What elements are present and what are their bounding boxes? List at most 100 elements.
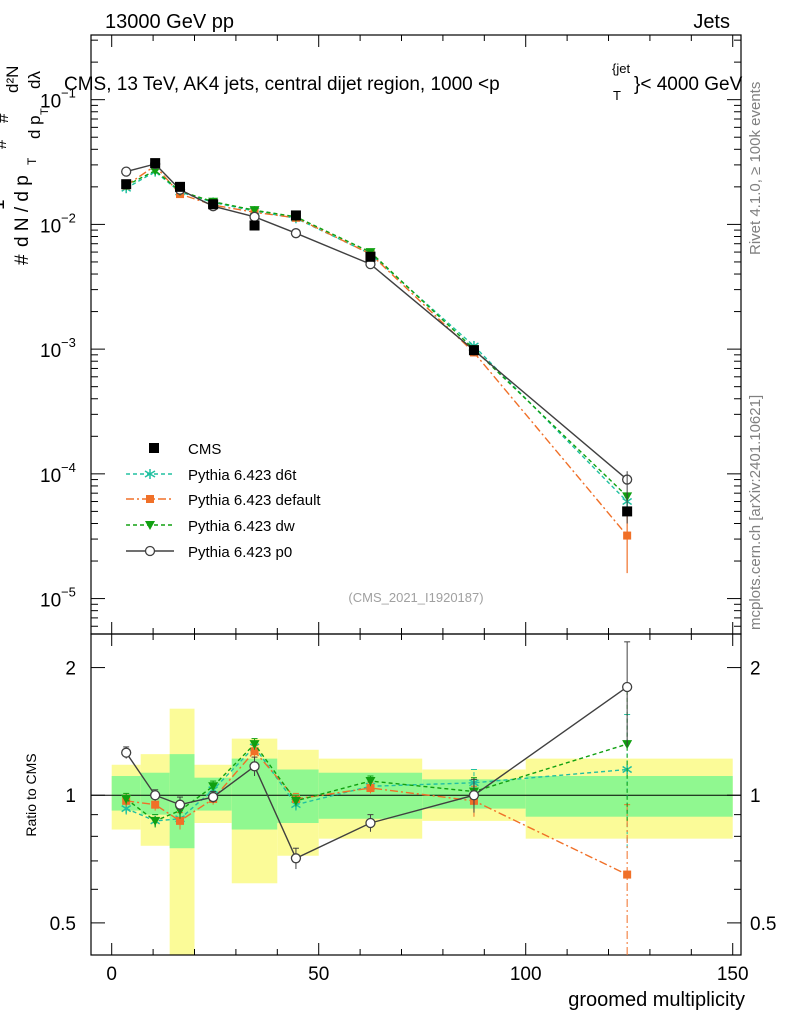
- cms-point: [622, 506, 633, 517]
- rivet-label: Rivet 4.1.0, ≥ 100k events: [747, 82, 764, 255]
- x-tick-label: 100: [510, 964, 542, 985]
- ratio-point-dw: [290, 796, 301, 806]
- legend-entry-cms: CMS: [149, 441, 221, 458]
- legend: CMS Pythia 6.423 d6t Pythia 6.423 defaul…: [126, 441, 321, 561]
- legend-entry-p0: Pythia 6.423 p0: [126, 544, 292, 561]
- main-ytick-label: 10: [40, 216, 61, 237]
- cms-point: [150, 158, 161, 169]
- ratio-point-p0: [121, 747, 132, 758]
- ratio-ylabel: Ratio to CMS: [23, 753, 39, 836]
- title-sub: T: [613, 88, 621, 103]
- main-ytick-label: 10: [40, 466, 61, 487]
- ratio-ytick-label-right: 1: [750, 786, 761, 807]
- ratio-point-dw: [208, 782, 219, 792]
- ratio-point-p0: [621, 681, 633, 693]
- main-ytick-label: 10: [40, 591, 61, 612]
- ratio-point-dw: [150, 816, 161, 826]
- x-tick-label: 150: [717, 964, 749, 985]
- ratio-point-p0: [249, 761, 260, 772]
- legend-entry-default: Pythia 6.423 default: [126, 492, 321, 509]
- cms-point: [121, 179, 132, 190]
- ylabel-dN-sub: T: [25, 157, 39, 165]
- title-sup: {jet: [612, 61, 630, 76]
- chart-title: CMS, 13 TeV, AK4 jets, central dijet reg…: [64, 61, 743, 103]
- legend-default-marker: [146, 495, 154, 503]
- main-ytick-label: 10: [40, 92, 61, 113]
- ratio-ytick-label: 0.5: [50, 914, 76, 935]
- ratio-point-default: [623, 870, 632, 879]
- cms-point: [175, 181, 186, 192]
- title-end: }< 4000 GeV: [634, 74, 743, 95]
- ratio-point-d6t-c: [121, 804, 132, 813]
- ylabel-num: d²N: [3, 66, 22, 93]
- main-point-p0: [290, 228, 302, 239]
- cms-point: [208, 199, 219, 210]
- ratio-point-dw: [121, 794, 132, 804]
- ratio-point-default: [151, 800, 160, 809]
- main-point-p0: [121, 166, 132, 177]
- analysis-watermark: (CMS_2021_I1920187): [348, 590, 483, 605]
- legend-d6t-label: Pythia 6.423 d6t: [188, 467, 297, 484]
- band-inner-8: [525, 776, 733, 817]
- ratio-point-dw: [365, 777, 376, 787]
- main-point-dw: [150, 166, 161, 176]
- cms-point: [290, 210, 301, 221]
- ylabel-dN: d N / d p: [12, 175, 33, 247]
- x-tick-label: 0: [106, 964, 117, 985]
- cms-point: [468, 345, 479, 356]
- ratio-point-default: [176, 816, 185, 825]
- legend-dw-label: Pythia 6.423 dw: [188, 518, 295, 535]
- header-right: Jets: [693, 11, 730, 33]
- legend-dw-marker: [145, 521, 155, 530]
- ratio-point-p0: [290, 853, 302, 864]
- header-left: 13000 GeV pp: [105, 11, 234, 33]
- mcplots-label: mcplots.cern.ch [arXiv:2401.10621]: [747, 395, 764, 630]
- ylabel-den-sub: T: [39, 108, 51, 115]
- ratio-ytick-label-right: 0.5: [750, 914, 776, 935]
- ratio-point-p0: [468, 790, 480, 801]
- legend-cms-marker: [149, 443, 159, 453]
- ratio-point-p0: [365, 817, 376, 829]
- ratio-series-layer: [121, 641, 633, 955]
- legend-default-label: Pythia 6.423 default: [188, 492, 321, 509]
- legend-entry-dw: Pythia 6.423 dw: [126, 518, 295, 535]
- ylabel-hash2: #: [0, 139, 10, 149]
- ylabel-den: d p: [25, 115, 44, 139]
- main-axes: 10−510−410−310−210−1: [40, 34, 742, 635]
- ratio-point-p0: [207, 791, 219, 803]
- legend-d6t-marker: [144, 469, 156, 479]
- legend-p0-marker: [144, 545, 156, 557]
- ratio-point-p0: [150, 790, 161, 801]
- main-point-p0: [249, 211, 260, 222]
- main-point-dw: [249, 206, 260, 216]
- ylabel-dlam: dλ: [25, 71, 44, 89]
- ratio-ytick-label: 1: [65, 786, 76, 807]
- legend-p0-label: Pythia 6.423 p0: [188, 544, 292, 561]
- main-ytick-exp: −4: [61, 460, 76, 475]
- ylabel-hash: #: [12, 254, 33, 265]
- ratio-ytick-label: 2: [65, 659, 76, 680]
- ratio-frame-border: [90, 633, 742, 956]
- main-ytick-exp: −5: [61, 585, 76, 600]
- main-ytick-exp: −1: [61, 86, 76, 101]
- legend-entry-d6t: Pythia 6.423 d6t: [126, 467, 297, 484]
- ratio-point-dw: [249, 740, 260, 750]
- ratio-ytick-label-right: 2: [750, 659, 761, 680]
- main-ytick-label: 10: [40, 341, 61, 362]
- ratio-point-default: [366, 784, 375, 793]
- ratio-axes: 0 50 100 150 0.5 0.5 1 1 2 2: [50, 633, 776, 985]
- ratio-point-default: [250, 747, 259, 756]
- main-series-layer: [121, 158, 633, 574]
- main-ylabel: # d N / d p T 1 # d p T # d²N dλ: [0, 66, 51, 265]
- main-ytick-exp: −2: [61, 210, 76, 225]
- ratio-uncertainty-bands: [111, 708, 733, 955]
- main-ytick-exp: −3: [61, 335, 76, 350]
- x-tick-label: 50: [308, 964, 329, 985]
- legend-cms-label: CMS: [188, 441, 221, 458]
- cms-point: [365, 251, 376, 262]
- ylabel-hash3: #: [0, 113, 12, 123]
- main-line-p0: [126, 163, 628, 481]
- ylabel-one: 1: [0, 199, 9, 210]
- x-axis-label: groomed multiplicity: [568, 989, 745, 1011]
